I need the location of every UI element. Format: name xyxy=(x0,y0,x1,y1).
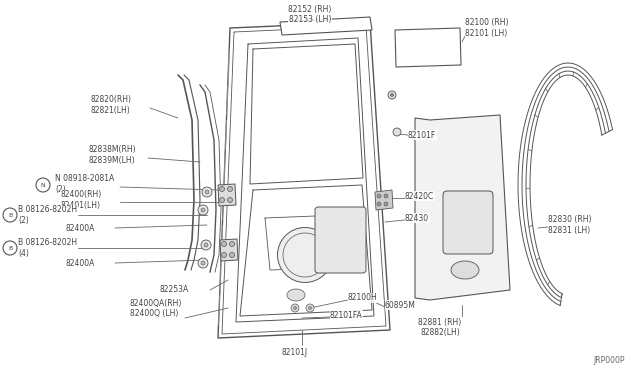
Circle shape xyxy=(220,186,225,192)
Circle shape xyxy=(227,198,232,202)
Text: 82400QA(RH)
82400Q (LH): 82400QA(RH) 82400Q (LH) xyxy=(130,299,182,318)
Circle shape xyxy=(202,187,212,197)
Polygon shape xyxy=(415,115,510,300)
Circle shape xyxy=(393,128,401,136)
Polygon shape xyxy=(218,22,390,338)
Text: 82881 (RH)
82882(LH): 82881 (RH) 82882(LH) xyxy=(419,318,461,337)
Polygon shape xyxy=(220,239,238,261)
Circle shape xyxy=(390,93,394,96)
Circle shape xyxy=(201,208,205,212)
Text: N: N xyxy=(40,183,45,187)
Text: 82430: 82430 xyxy=(405,214,429,222)
Text: 82152 (RH)
82153 (LH): 82152 (RH) 82153 (LH) xyxy=(288,5,332,25)
Text: B 08126-8202H
(4): B 08126-8202H (4) xyxy=(18,238,77,258)
Ellipse shape xyxy=(287,289,305,301)
Circle shape xyxy=(230,253,234,257)
Text: 82101J: 82101J xyxy=(282,348,308,357)
Circle shape xyxy=(201,240,211,250)
Circle shape xyxy=(377,194,381,198)
FancyBboxPatch shape xyxy=(443,191,493,254)
Text: 82101FA: 82101FA xyxy=(330,311,363,320)
Text: 82400(RH)
82401(LH): 82400(RH) 82401(LH) xyxy=(60,190,101,210)
Text: 82101F: 82101F xyxy=(408,131,436,140)
Circle shape xyxy=(308,307,312,310)
Circle shape xyxy=(384,194,388,198)
Text: 82100H: 82100H xyxy=(348,294,378,302)
Circle shape xyxy=(198,205,208,215)
Circle shape xyxy=(384,202,388,206)
Text: B 08126-8202H
(2): B 08126-8202H (2) xyxy=(18,205,77,225)
Circle shape xyxy=(220,198,225,202)
Circle shape xyxy=(221,253,227,257)
Circle shape xyxy=(205,190,209,194)
Text: B: B xyxy=(8,246,12,250)
Text: 82820(RH)
82821(LH): 82820(RH) 82821(LH) xyxy=(90,95,131,115)
Polygon shape xyxy=(218,184,236,206)
Circle shape xyxy=(201,261,205,265)
Text: 82400A: 82400A xyxy=(65,224,94,232)
Circle shape xyxy=(291,304,299,312)
Circle shape xyxy=(204,243,208,247)
Text: 82400A: 82400A xyxy=(65,259,94,267)
Circle shape xyxy=(388,91,396,99)
FancyBboxPatch shape xyxy=(315,207,366,273)
Circle shape xyxy=(294,307,296,310)
Circle shape xyxy=(377,202,381,206)
Polygon shape xyxy=(280,17,372,35)
Circle shape xyxy=(230,241,234,247)
Text: 60895M: 60895M xyxy=(385,301,416,310)
Text: JRP000P: JRP000P xyxy=(593,356,625,365)
Text: 82100 (RH)
82101 (LH): 82100 (RH) 82101 (LH) xyxy=(465,18,509,38)
Circle shape xyxy=(221,241,227,247)
Text: B: B xyxy=(8,212,12,218)
Ellipse shape xyxy=(451,261,479,279)
Text: 82838M(RH)
82839M(LH): 82838M(RH) 82839M(LH) xyxy=(88,145,136,165)
Ellipse shape xyxy=(278,228,333,282)
Circle shape xyxy=(198,258,208,268)
Text: 82253A: 82253A xyxy=(160,285,189,295)
Text: 82420C: 82420C xyxy=(405,192,435,201)
Polygon shape xyxy=(375,190,393,210)
Polygon shape xyxy=(395,28,461,67)
Text: N 08918-2081A
(2): N 08918-2081A (2) xyxy=(55,174,115,194)
Circle shape xyxy=(227,186,232,192)
Circle shape xyxy=(306,304,314,312)
Text: 82830 (RH)
82831 (LH): 82830 (RH) 82831 (LH) xyxy=(548,215,591,235)
